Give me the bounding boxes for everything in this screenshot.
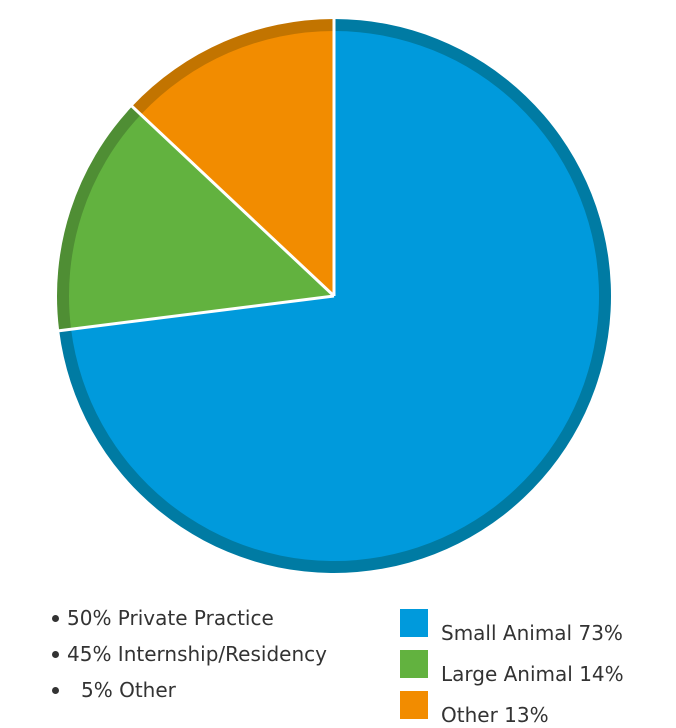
legend-item-large-animal: Large Animal 14% — [400, 646, 624, 687]
slice-divider-1 — [58, 294, 335, 333]
pie-slice-2 — [140, 31, 334, 296]
legend-item-other: Other 13% — [400, 687, 624, 728]
bullet-list: 50% Private Practice 45% Internship/Resi… — [52, 600, 327, 708]
legend-swatch-other — [400, 690, 428, 719]
legend-label: Small Animal 73% — [441, 620, 623, 645]
legend-swatch-small-animal — [400, 608, 428, 637]
pie-chart — [57, 18, 611, 573]
legend-label: Other 13% — [441, 702, 549, 727]
bullet-text: 45% Internship/Residency — [67, 642, 327, 666]
bullet-item-other: 5% Other — [52, 672, 327, 708]
bullet-item-internship-residency: 45% Internship/Residency — [52, 636, 327, 672]
bullet-dot-icon — [52, 650, 59, 658]
legend-swatch-large-animal — [400, 649, 428, 678]
bullet-item-private-practice: 50% Private Practice — [52, 600, 327, 636]
legend-item-small-animal: Small Animal 73% — [400, 605, 624, 646]
bullet-dot-icon — [52, 686, 59, 694]
pie-slices — [57, 18, 611, 573]
bullet-dot-icon — [52, 614, 59, 622]
bullet-text: 50% Private Practice — [67, 606, 274, 630]
bullet-text: 5% Other — [81, 678, 176, 702]
slice-divider-2 — [130, 104, 336, 298]
legend-label: Large Animal 14% — [441, 661, 624, 686]
pie-slice-1 — [69, 114, 334, 330]
chart-legend: Small Animal 73% Large Animal 14% Other … — [400, 605, 624, 728]
